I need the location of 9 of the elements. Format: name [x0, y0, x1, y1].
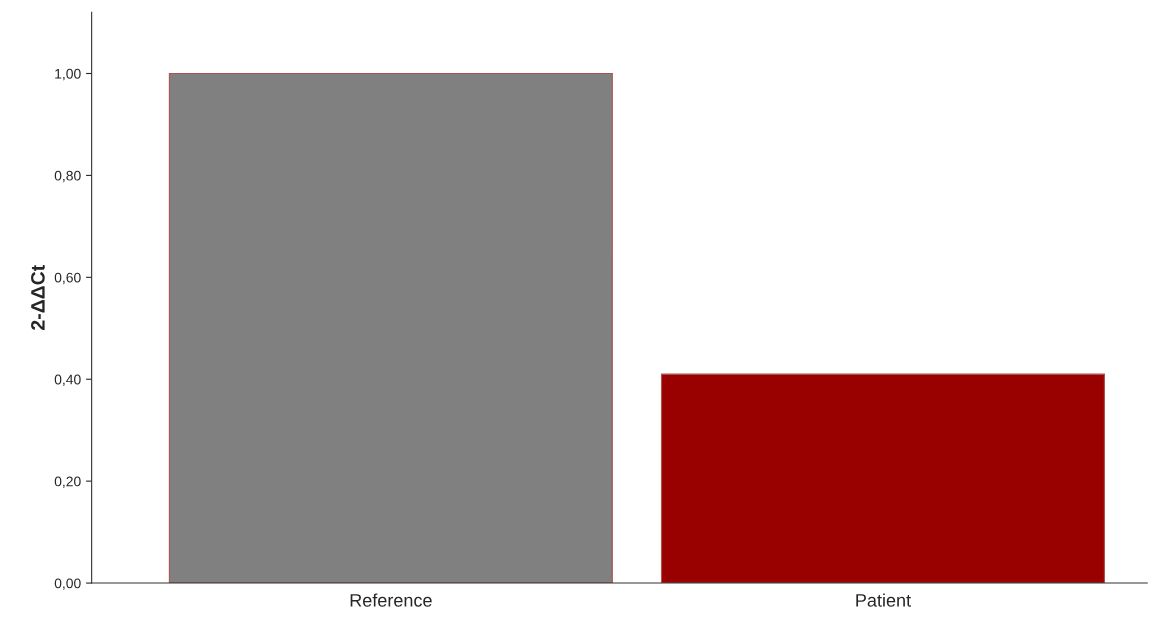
x-tick-label: Reference — [350, 593, 432, 607]
y-tick-label: 0,20 — [54, 476, 81, 488]
y-tick-label: 1,00 — [55, 68, 81, 81]
x-tick-label: Patient — [856, 593, 911, 607]
y-tick-label: 0,40 — [54, 374, 81, 387]
y-tick-label: 0,80 — [54, 170, 81, 183]
y-tick-label: 0,60 — [54, 272, 81, 285]
y-axis-title: 2-ΔΔCt — [31, 265, 45, 330]
y-tick-label: 0,00 — [54, 578, 81, 590]
